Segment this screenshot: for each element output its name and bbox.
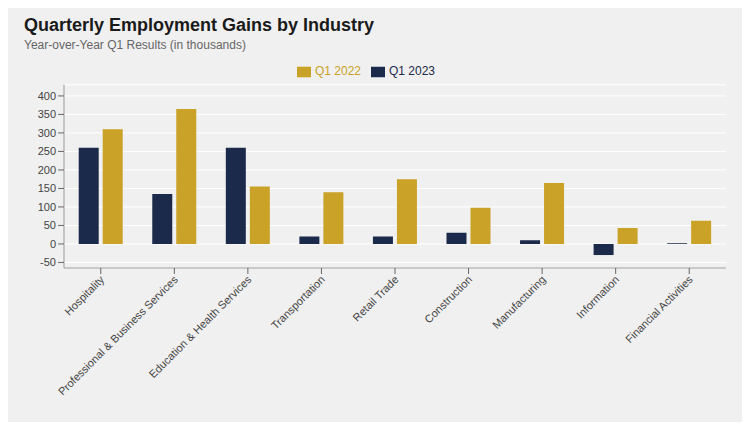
svg-text:Financial Activities: Financial Activities [623, 273, 695, 345]
svg-text:100: 100 [38, 201, 56, 213]
svg-text:150: 150 [38, 182, 56, 194]
svg-text:200: 200 [38, 164, 56, 176]
svg-text:250: 250 [38, 145, 56, 157]
svg-text:0: 0 [50, 238, 56, 250]
svg-text:350: 350 [38, 108, 56, 120]
html-text:Q1 2022: Q1 2022 [315, 64, 361, 78]
svg-text:Manufacturing: Manufacturing [490, 273, 548, 331]
svg-text:400: 400 [38, 90, 56, 102]
html-text:Quarterly Employment Gains by: Quarterly Employment Gains by Industry [24, 15, 375, 35]
html-text:Q1 2023: Q1 2023 [389, 64, 435, 78]
html-text:Year-over-Year Q1 Results (in: Year-over-Year Q1 Results (in thousands) [24, 38, 246, 52]
svg-text:Construction: Construction [422, 273, 474, 325]
svg-text:Transportation: Transportation [269, 273, 327, 331]
svg-text:300: 300 [38, 127, 56, 139]
svg-text:Information: Information [574, 273, 621, 320]
svg-text:Education & Health Services: Education & Health Services [146, 273, 253, 380]
svg-text:-50: -50 [40, 256, 56, 268]
svg-text:50: 50 [44, 219, 56, 231]
svg-text:Professional & Business Servic: Professional & Business Services [56, 273, 181, 398]
svg-text:Retail Trade: Retail Trade [350, 273, 400, 323]
svg-text:Hospitality: Hospitality [62, 273, 107, 318]
